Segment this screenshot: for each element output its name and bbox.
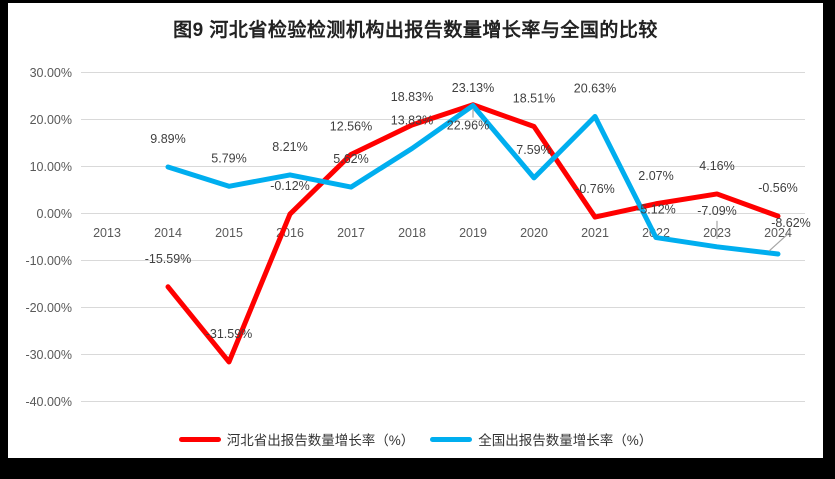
data-label: -0.12% — [270, 179, 310, 193]
data-label: -31.59% — [206, 327, 253, 341]
legend-label-0: 河北省出报告数量增长率（%） — [226, 433, 415, 448]
data-label: 18.51% — [513, 92, 555, 106]
data-label: 5.79% — [211, 151, 246, 165]
x-axis-tick-label: 2018 — [398, 226, 426, 240]
data-label: 22.96% — [447, 119, 489, 133]
x-axis-tick-label: 2014 — [154, 226, 182, 240]
x-axis-tick-label: 2017 — [337, 226, 365, 240]
y-axis-tick-label: 0.00% — [37, 207, 72, 221]
y-axis-tick-label: -40.00% — [25, 395, 72, 409]
x-axis-tick-label: 2015 — [215, 226, 243, 240]
legend-label-1: 全国出报告数量增长率（%） — [478, 433, 653, 448]
y-axis-tick-label: 10.00% — [30, 160, 72, 174]
data-label: 20.63% — [574, 82, 616, 96]
chart-title: 图9 河北省检验检测机构出报告数量增长率与全国的比较 — [173, 20, 658, 41]
leader-line — [768, 231, 791, 252]
data-label: 18.83% — [391, 90, 433, 104]
x-axis-tick-label: 2020 — [520, 226, 548, 240]
data-label: -8.62% — [771, 216, 811, 230]
legend-item-0: 河北省出报告数量增长率（%） — [178, 429, 415, 449]
series-line-1 — [165, 103, 781, 257]
legend-item-1: 全国出报告数量增长率（%） — [430, 429, 652, 449]
data-label: 2.07% — [638, 169, 673, 183]
data-label: -5.12% — [636, 203, 676, 217]
line-chart: 30.00% 20.00% 10.00% 0.00% -10.00% -20.00% -30… — [25, 66, 811, 409]
data-label: 12.56% — [330, 119, 372, 133]
x-axis-tick-label: 2013 — [93, 226, 121, 240]
legend-swatch-1 — [430, 436, 473, 442]
y-axis-tick-label: 30.00% — [30, 66, 72, 80]
data-label: 13.83% — [391, 113, 433, 127]
x-axis-tick-label: 2021 — [581, 226, 609, 240]
data-label: -15.59% — [145, 252, 192, 266]
data-label: -0.56% — [758, 181, 798, 195]
data-label: 23.13% — [452, 81, 494, 95]
y-axis-tick-label: -10.00% — [25, 254, 72, 268]
data-label: 8.21% — [272, 140, 307, 154]
data-label: 9.89% — [150, 132, 185, 146]
data-label: -7.09% — [697, 204, 737, 218]
legend: 河北省出报告数量增长率（%） 全国出报告数量增长率（%） — [8, 429, 823, 449]
x-axis-tick-label: 2019 — [459, 226, 487, 240]
chart-panel: 图9 河北省检验检测机构出报告数量增长率与全国的比较 30.00% 20.00% 1… — [8, 3, 823, 458]
data-label: -0.76% — [575, 182, 615, 196]
y-axis-tick-label: 20.00% — [30, 113, 72, 127]
y-axis-tick-label: -30.00% — [25, 348, 72, 362]
data-label: 7.59% — [516, 143, 551, 157]
y-axis-tick-label: -20.00% — [25, 301, 72, 315]
data-label: 5.62% — [333, 152, 368, 166]
legend-swatch-0 — [178, 436, 221, 442]
data-label: 4.16% — [699, 159, 734, 173]
